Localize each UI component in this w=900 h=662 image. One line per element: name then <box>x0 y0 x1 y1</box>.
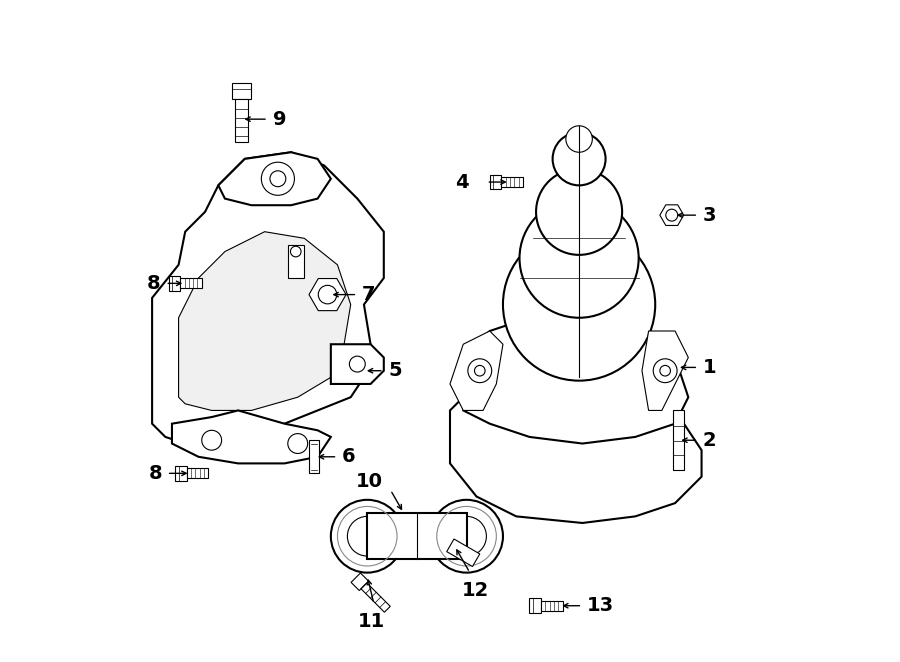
Circle shape <box>660 365 670 376</box>
Text: 3: 3 <box>703 206 716 224</box>
Bar <box>310 440 320 473</box>
Circle shape <box>474 365 485 376</box>
Circle shape <box>261 162 294 195</box>
Bar <box>673 410 684 470</box>
Circle shape <box>331 500 404 573</box>
Bar <box>501 177 523 187</box>
Text: 8: 8 <box>147 274 161 293</box>
Text: 10: 10 <box>356 472 382 491</box>
Circle shape <box>291 246 302 257</box>
Bar <box>168 276 180 291</box>
Circle shape <box>566 126 592 152</box>
Text: 7: 7 <box>362 285 375 304</box>
Polygon shape <box>450 331 503 410</box>
Circle shape <box>653 359 677 383</box>
Bar <box>187 468 209 479</box>
Text: 11: 11 <box>358 612 385 632</box>
Polygon shape <box>351 573 369 591</box>
Polygon shape <box>331 344 383 384</box>
Polygon shape <box>178 232 351 410</box>
Polygon shape <box>464 318 688 444</box>
Bar <box>176 466 187 481</box>
Circle shape <box>430 500 503 573</box>
Text: 5: 5 <box>389 361 402 380</box>
Polygon shape <box>172 410 331 463</box>
Polygon shape <box>642 331 688 410</box>
Bar <box>288 245 304 278</box>
Circle shape <box>319 285 337 304</box>
Text: 13: 13 <box>587 596 614 615</box>
Bar <box>235 99 248 142</box>
Polygon shape <box>219 152 331 205</box>
Text: 12: 12 <box>462 581 489 600</box>
Polygon shape <box>152 152 383 444</box>
Circle shape <box>553 132 606 185</box>
Text: 4: 4 <box>454 173 469 191</box>
Circle shape <box>468 359 491 383</box>
Text: 2: 2 <box>703 431 716 449</box>
Circle shape <box>666 209 678 221</box>
Circle shape <box>446 516 486 556</box>
Bar <box>231 83 251 99</box>
Text: 8: 8 <box>148 464 162 483</box>
Text: 1: 1 <box>703 358 716 377</box>
Polygon shape <box>361 583 391 612</box>
Circle shape <box>202 430 221 450</box>
Circle shape <box>270 171 286 187</box>
Bar <box>180 278 202 289</box>
Polygon shape <box>367 513 466 559</box>
Polygon shape <box>660 205 684 226</box>
Bar <box>529 598 541 613</box>
Bar <box>541 600 562 611</box>
Text: 6: 6 <box>342 448 356 466</box>
Circle shape <box>536 169 622 255</box>
Circle shape <box>503 228 655 381</box>
Circle shape <box>288 434 308 453</box>
Circle shape <box>347 516 387 556</box>
Polygon shape <box>450 371 702 523</box>
Circle shape <box>519 199 639 318</box>
Text: 9: 9 <box>273 110 286 128</box>
Polygon shape <box>446 539 480 567</box>
Circle shape <box>349 356 365 372</box>
Polygon shape <box>309 279 346 310</box>
Bar <box>490 175 501 189</box>
